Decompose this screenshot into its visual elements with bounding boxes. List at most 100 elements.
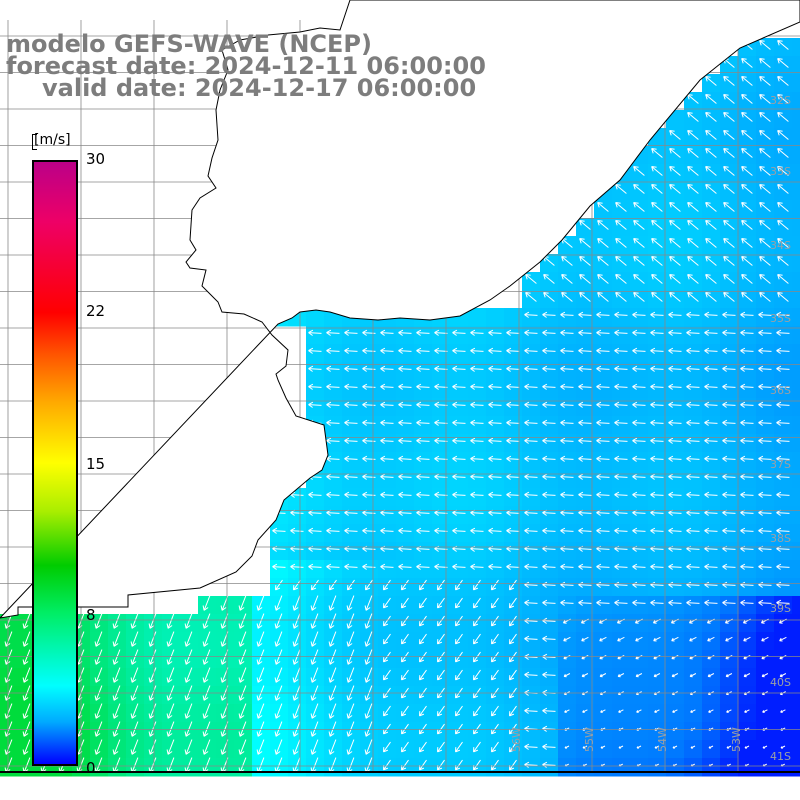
- wind-arrow: [762, 709, 768, 713]
- wind-arrow: [780, 745, 786, 749]
- wind-arrow: [668, 347, 682, 354]
- wind-arrow: [651, 166, 663, 176]
- wind-arrow: [401, 669, 409, 681]
- wind-arrow: [473, 579, 481, 591]
- wind-arrow: [759, 112, 771, 122]
- wind-arrow: [723, 112, 735, 122]
- wind-arrow: [687, 220, 699, 230]
- wind-arrow: [434, 383, 448, 390]
- wind-arrow: [470, 329, 484, 336]
- wind-arrow: [690, 709, 696, 713]
- wind-arrow: [491, 705, 499, 717]
- wind-arrow: [632, 365, 646, 372]
- wind-arrow: [452, 383, 466, 390]
- wind-arrow: [651, 148, 663, 158]
- wind-arrow: [542, 635, 556, 642]
- wind-arrow: [650, 401, 664, 408]
- wind-arrow: [578, 365, 592, 372]
- wind-arrow: [759, 274, 771, 284]
- wind-arrow: [542, 365, 556, 372]
- wind-arrow: [383, 579, 391, 591]
- wind-arrow: [740, 473, 754, 480]
- wind-arrow: [668, 437, 682, 444]
- wind-arrow: [651, 292, 663, 302]
- wind-arrow: [364, 595, 373, 611]
- wind-arrow: [329, 579, 337, 591]
- wind-arrow: [686, 437, 700, 444]
- wind-arrow: [488, 455, 502, 462]
- wind-arrow: [274, 667, 283, 683]
- wind-arrow: [326, 329, 340, 336]
- wind-arrow: [470, 401, 484, 408]
- longitude-labels: 56W55W54W53W52W: [510, 727, 743, 752]
- wind-arrow: [238, 703, 247, 719]
- wind-arrow: [419, 597, 427, 609]
- wind-arrow: [292, 667, 301, 683]
- wind-arrow: [687, 274, 699, 284]
- wind-arrow: [506, 383, 520, 390]
- wind-arrow: [524, 743, 538, 750]
- wind-arrow: [524, 671, 538, 678]
- wind-arrow: [401, 723, 409, 735]
- wind-arrow: [256, 739, 265, 755]
- wind-arrow: [761, 673, 769, 678]
- wind-arrow: [650, 383, 664, 390]
- wind-arrow: [310, 631, 319, 647]
- wind-arrow: [524, 419, 538, 426]
- wind-arrow: [292, 703, 301, 719]
- wind-arrow: [705, 238, 717, 248]
- wind-arrow: [398, 365, 412, 372]
- wind-arrow: [776, 401, 790, 408]
- wind-arrow: [708, 745, 714, 749]
- lat-label: 32S: [770, 94, 791, 107]
- wind-arrow: [256, 703, 265, 719]
- wind-arrow: [581, 673, 589, 678]
- wind-arrow: [600, 709, 606, 713]
- wind-arrow: [112, 667, 121, 683]
- wind-arrow: [326, 563, 340, 570]
- lat-label: 36S: [770, 384, 791, 397]
- wind-arrow: [542, 473, 556, 480]
- wind-arrow: [473, 597, 481, 609]
- wind-arrow: [560, 455, 574, 462]
- wind-arrow: [326, 347, 340, 354]
- wind-arrow: [398, 527, 412, 534]
- wind-arrow: [759, 40, 771, 50]
- wind-arrow: [437, 741, 445, 753]
- wind-arrow: [434, 491, 448, 498]
- wind-arrow: [650, 437, 664, 444]
- wind-arrow: [488, 491, 502, 498]
- wind-arrow: [614, 347, 628, 354]
- wind-arrow: [561, 292, 573, 302]
- lat-label: 35S: [770, 312, 791, 325]
- wind-arrow: [614, 599, 628, 606]
- wind-arrow: [653, 636, 661, 642]
- wind-arrow: [740, 437, 754, 444]
- wind-arrow: [633, 292, 645, 302]
- wind-arrow: [758, 491, 772, 498]
- wind-arrow: [293, 579, 301, 591]
- wind-arrow: [470, 455, 484, 462]
- wind-arrow: [614, 311, 628, 318]
- wind-arrow: [741, 256, 753, 266]
- wind-arrow: [686, 329, 700, 336]
- wind-arrow: [596, 437, 610, 444]
- wind-arrow: [130, 703, 139, 719]
- wind-arrow: [578, 599, 592, 606]
- wind-arrow: [542, 455, 556, 462]
- wind-arrow: [759, 238, 771, 248]
- wind-arrow: [669, 130, 681, 140]
- wind-arrow: [524, 635, 538, 642]
- wind-arrow: [364, 703, 373, 719]
- wind-arrow: [618, 745, 624, 749]
- wind-arrow: [578, 401, 592, 408]
- wind-arrow: [455, 669, 463, 681]
- wind-arrow: [723, 130, 735, 140]
- wind-arrow: [344, 437, 358, 444]
- wind-arrow: [347, 579, 355, 591]
- wind-arrow: [272, 563, 286, 570]
- wind-arrow: [708, 709, 714, 713]
- wind-arrow: [256, 631, 265, 647]
- wind-arrow: [473, 669, 481, 681]
- wind-arrow: [686, 455, 700, 462]
